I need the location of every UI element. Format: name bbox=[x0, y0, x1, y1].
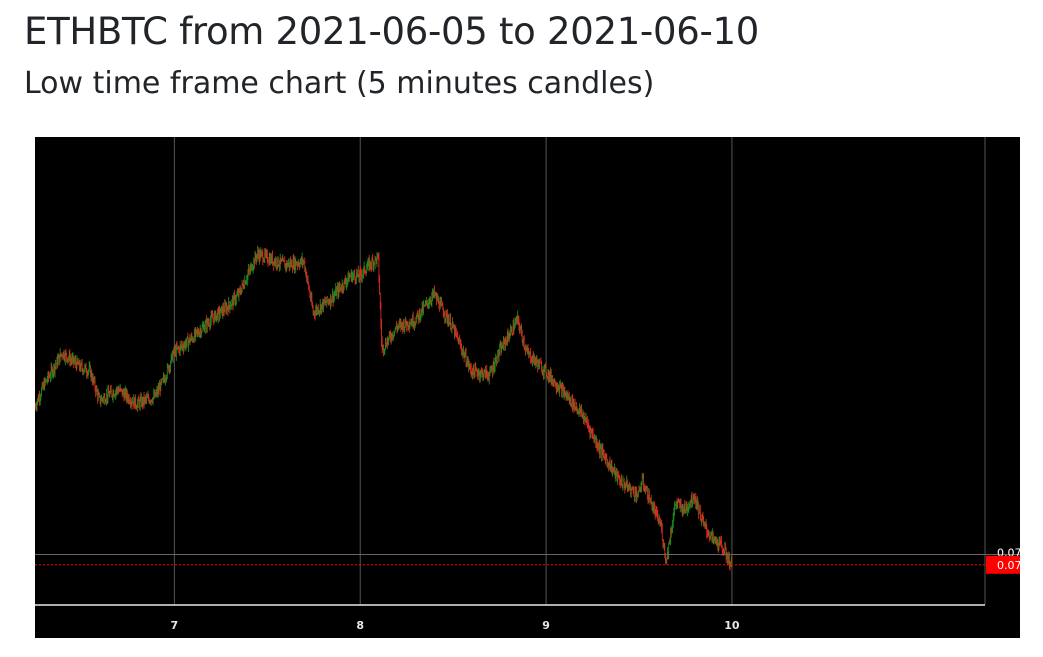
page-title: ETHBTC from 2021-06-05 to 2021-06-10 bbox=[24, 10, 759, 53]
grid bbox=[173, 137, 986, 605]
chart-canvas[interactable]: 7 8 9 10 0.07 0.07 bbox=[35, 137, 1020, 638]
candlestick-chart[interactable]: 7 8 9 10 0.07 0.07 bbox=[35, 137, 1020, 638]
x-tick-label: 7 bbox=[171, 619, 179, 632]
price-label-last-bg bbox=[986, 555, 1020, 574]
x-tick-label: 8 bbox=[356, 619, 364, 632]
x-axis: 7 8 9 10 bbox=[171, 619, 740, 632]
x-tick-label: 10 bbox=[724, 619, 740, 632]
page-subtitle: Low time frame chart (5 minutes candles) bbox=[24, 66, 655, 101]
candles bbox=[35, 245, 733, 571]
price-label-last: 0.07 bbox=[986, 555, 1020, 574]
price-label-last-text: 0.07 bbox=[997, 559, 1020, 572]
x-tick-label: 9 bbox=[542, 619, 550, 632]
